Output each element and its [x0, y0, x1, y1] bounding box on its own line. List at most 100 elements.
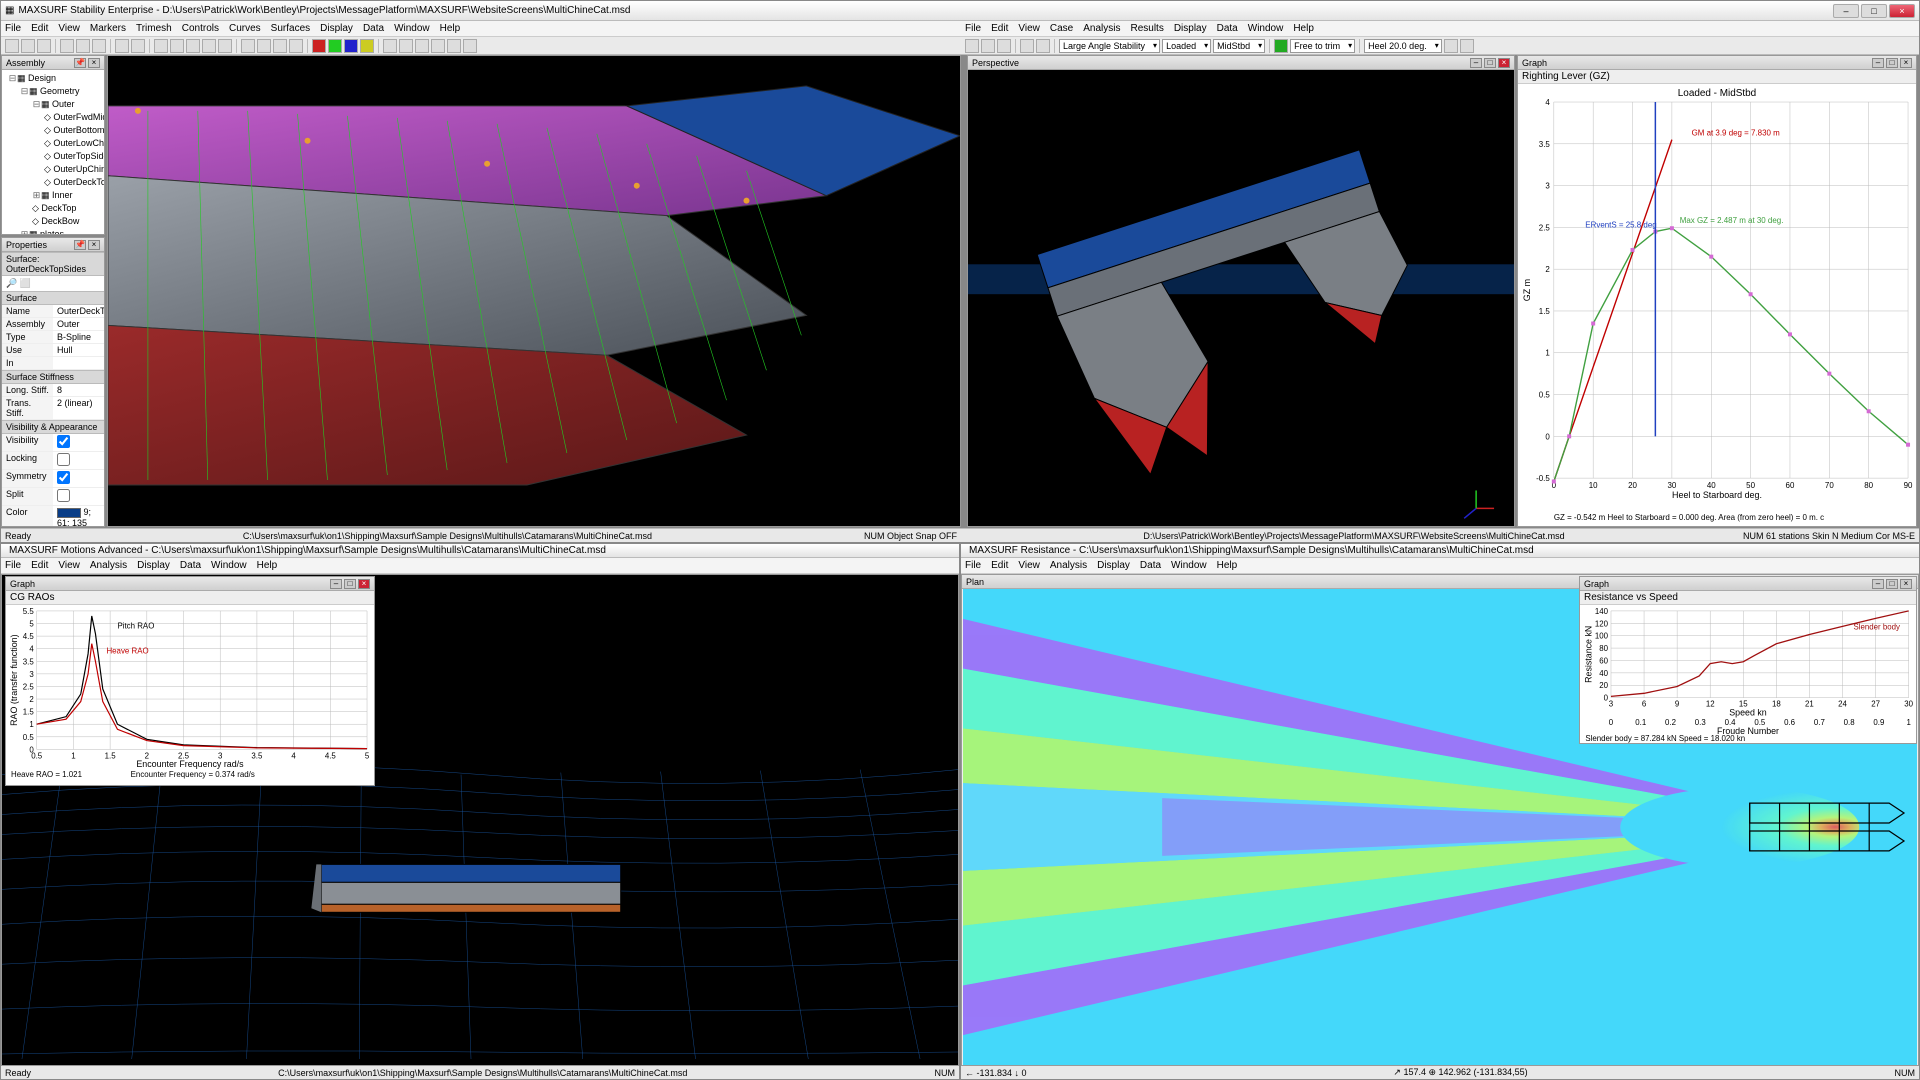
tb-red[interactable]: [312, 39, 326, 53]
stability-perspective[interactable]: [968, 70, 1514, 526]
smenu-data[interactable]: Data: [1217, 23, 1238, 34]
rmenu-analysis[interactable]: Analysis: [1050, 560, 1087, 571]
tb-d[interactable]: [202, 39, 216, 53]
combo-condition[interactable]: MidStbd: [1213, 39, 1265, 53]
motions-menubar[interactable]: File Edit View Analysis Display Data Win…: [1, 558, 959, 574]
mmenu-help[interactable]: Help: [257, 560, 278, 571]
modeler-viewport[interactable]: [108, 56, 960, 526]
smenu-file[interactable]: File: [965, 23, 981, 34]
res-min-icon[interactable]: –: [1872, 579, 1884, 589]
rmenu-edit[interactable]: Edit: [991, 560, 1008, 571]
menu-view[interactable]: View: [58, 23, 80, 34]
res-combo[interactable]: Resistance vs Speed: [1584, 592, 1678, 604]
persp-min-icon[interactable]: –: [1470, 58, 1482, 68]
stability-toolbar[interactable]: Large Angle Stability Loaded MidStbd Fre…: [961, 37, 1919, 55]
tree-plates[interactable]: plates: [40, 229, 64, 234]
menu-edit[interactable]: Edit: [31, 23, 48, 34]
stb-next[interactable]: [1460, 39, 1474, 53]
assembly-tree[interactable]: ⊟▦ Design ⊟▦ Geometry ⊟▦ Outer ◇ OuterFw…: [2, 70, 104, 234]
gz-min-icon[interactable]: –: [1872, 58, 1884, 68]
menu-help[interactable]: Help: [440, 23, 461, 34]
modeler-menubar[interactable]: File Edit View Markers Trimesh Controls …: [1, 21, 961, 37]
tree-outer[interactable]: Outer: [52, 99, 75, 109]
split-check[interactable]: [57, 489, 70, 502]
tb-redo[interactable]: [131, 39, 145, 53]
menu-controls[interactable]: Controls: [182, 23, 219, 34]
menu-window[interactable]: Window: [394, 23, 430, 34]
rao-close-icon[interactable]: ×: [358, 579, 370, 589]
stability-titlebar[interactable]: ▦ MAXSURF Stability Enterprise - D:\User…: [1, 1, 1919, 21]
tb-n[interactable]: [447, 39, 461, 53]
tree-item[interactable]: OuterUpChine: [53, 164, 104, 174]
sym-check[interactable]: [57, 471, 70, 484]
resistance-menubar[interactable]: File Edit View Analysis Display Data Win…: [961, 558, 1919, 574]
stability-menubar[interactable]: File Edit View Case Analysis Results Dis…: [961, 21, 1919, 37]
smenu-help[interactable]: Help: [1293, 23, 1314, 34]
tb-o[interactable]: [463, 39, 477, 53]
tb-e[interactable]: [218, 39, 232, 53]
tree-item[interactable]: OuterBottom: [53, 125, 104, 135]
menu-trimesh[interactable]: Trimesh: [136, 23, 172, 34]
tb-a[interactable]: [154, 39, 168, 53]
smenu-view[interactable]: View: [1018, 23, 1040, 34]
tb-new[interactable]: [5, 39, 19, 53]
rmenu-file[interactable]: File: [965, 560, 981, 571]
menu-surfaces[interactable]: Surfaces: [271, 23, 310, 34]
smenu-window[interactable]: Window: [1248, 23, 1284, 34]
tree-item[interactable]: OuterFwdMidChine: [53, 112, 104, 122]
tb-b[interactable]: [170, 39, 184, 53]
modeler-toolbar[interactable]: [1, 37, 961, 55]
tb-l[interactable]: [415, 39, 429, 53]
stb-d[interactable]: [1020, 39, 1034, 53]
menu-data[interactable]: Data: [363, 23, 384, 34]
tb-open[interactable]: [21, 39, 35, 53]
tb-yellow[interactable]: [360, 39, 374, 53]
rmenu-data[interactable]: Data: [1140, 560, 1161, 571]
mmenu-file[interactable]: File: [5, 560, 21, 571]
mmenu-view[interactable]: View: [58, 560, 80, 571]
resistance-titlebar[interactable]: MAXSURF Resistance - C:\Users\maxsurf\uk…: [961, 544, 1919, 558]
assembly-pin-icon[interactable]: 📌: [74, 58, 86, 68]
smenu-display[interactable]: Display: [1174, 23, 1207, 34]
persp-max-icon[interactable]: □: [1484, 58, 1496, 68]
tb-paste[interactable]: [92, 39, 106, 53]
stb-run[interactable]: [1274, 39, 1288, 53]
rmenu-display[interactable]: Display: [1097, 560, 1130, 571]
combo-analysis[interactable]: Large Angle Stability: [1059, 39, 1160, 53]
color-swatch[interactable]: [57, 508, 81, 518]
tree-design[interactable]: Design: [28, 73, 56, 83]
rmenu-window[interactable]: Window: [1171, 560, 1207, 571]
gz-combo[interactable]: Righting Lever (GZ): [1522, 71, 1610, 83]
stb-b[interactable]: [981, 39, 995, 53]
tb-f[interactable]: [241, 39, 255, 53]
smenu-edit[interactable]: Edit: [991, 23, 1008, 34]
combo-loadcase[interactable]: Loaded: [1162, 39, 1211, 53]
smenu-results[interactable]: Results: [1130, 23, 1163, 34]
menu-curves[interactable]: Curves: [229, 23, 261, 34]
persp-close-icon[interactable]: ×: [1498, 58, 1510, 68]
tree-decktop[interactable]: DeckTop: [41, 203, 76, 213]
rao-chart[interactable]: 0.511.522.533.544.5500.511.522.533.544.5…: [6, 605, 374, 785]
rmenu-view[interactable]: View: [1018, 560, 1040, 571]
rao-max-icon[interactable]: □: [344, 579, 356, 589]
menu-file[interactable]: File: [5, 23, 21, 34]
mmenu-display[interactable]: Display: [137, 560, 170, 571]
tree-item[interactable]: OuterLowChine: [53, 138, 104, 148]
minimize-button[interactable]: –: [1833, 4, 1859, 18]
tb-green[interactable]: [328, 39, 342, 53]
gz-max-icon[interactable]: □: [1886, 58, 1898, 68]
res-close-icon[interactable]: ×: [1900, 579, 1912, 589]
menu-markers[interactable]: Markers: [90, 23, 126, 34]
tb-c[interactable]: [186, 39, 200, 53]
gz-close-icon[interactable]: ×: [1900, 58, 1912, 68]
tree-geometry[interactable]: Geometry: [40, 86, 80, 96]
props-pin-icon[interactable]: 📌: [74, 240, 86, 250]
menu-display[interactable]: Display: [320, 23, 353, 34]
tb-i[interactable]: [289, 39, 303, 53]
tb-k[interactable]: [399, 39, 413, 53]
tb-m[interactable]: [431, 39, 445, 53]
close-button[interactable]: ×: [1889, 4, 1915, 18]
rao-min-icon[interactable]: –: [330, 579, 342, 589]
stb-a[interactable]: [965, 39, 979, 53]
assembly-close-icon[interactable]: ×: [88, 58, 100, 68]
